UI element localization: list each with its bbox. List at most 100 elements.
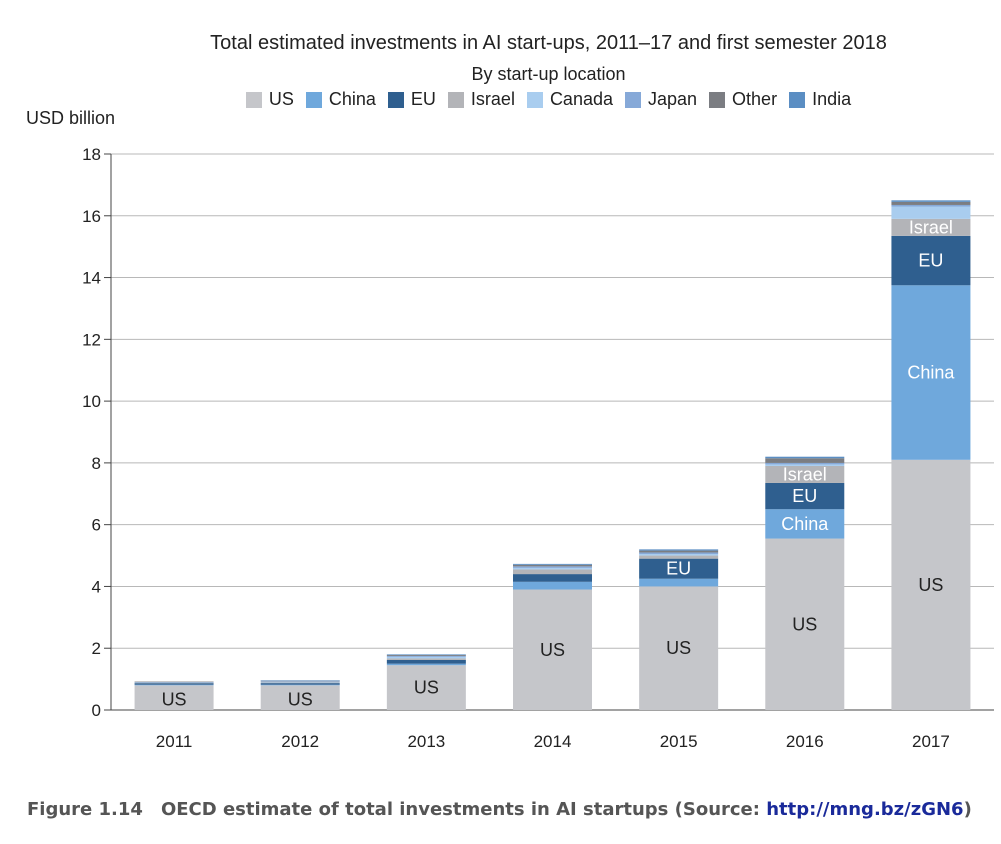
bar-segment-china-2012 <box>260 684 340 686</box>
bar-segment-us-2015 <box>639 586 719 710</box>
bar-segment-us-2017 <box>891 459 971 710</box>
legend-swatch <box>625 91 641 108</box>
y-tick-label: 14 <box>82 269 101 288</box>
segment-label: Israel <box>909 217 953 237</box>
bar-segment-canada-2011 <box>134 682 214 684</box>
legend-label: Japan <box>648 89 698 109</box>
legend-swatch <box>305 91 322 108</box>
bar-segment-other-2014 <box>513 564 592 567</box>
bar-segment-japan-2014 <box>513 566 592 568</box>
bar-segment-us-2012 <box>260 685 340 710</box>
legend: US China EU Israel Canada Japan Other India <box>96 89 1001 110</box>
bar-segment-canada-2013 <box>386 656 466 659</box>
bar-segment-israel-2012 <box>260 682 340 684</box>
bar-segment-us-2016 <box>765 538 845 710</box>
legend-label: EU <box>410 89 436 109</box>
figure-number: Figure 1.14 <box>27 799 143 820</box>
segment-label: China <box>781 514 829 534</box>
bar-segment-israel-2015 <box>639 555 719 559</box>
legend-item-eu: EU <box>387 89 436 110</box>
legend-item-us: US <box>245 89 294 110</box>
y-tick-label: 6 <box>92 516 101 535</box>
bar-segment-canada-2014 <box>513 567 592 570</box>
figure-caption: Figure 1.14 OECD estimate of total invest… <box>27 799 972 820</box>
bar-segment-eu-2013 <box>386 659 466 664</box>
x-tick-label: 2012 <box>281 732 319 751</box>
y-tick-label: 16 <box>82 207 101 226</box>
chart-title: Total estimated investments in AI start-… <box>210 32 887 54</box>
legend-swatch <box>789 91 806 108</box>
legend-item-india: India <box>789 89 851 110</box>
bar-segment-us-2011 <box>134 685 214 710</box>
legend-label: Canada <box>549 89 613 109</box>
bar-segment-israel-2011 <box>134 682 214 684</box>
segment-label: US <box>288 690 313 710</box>
y-axis-label: USD billion <box>26 108 116 128</box>
caption-text: OECD estimate of total investments in AI… <box>160 799 767 820</box>
legend-item-other: Other <box>709 89 777 110</box>
segment-label: US <box>162 690 187 710</box>
bar-segment-japan-2016 <box>765 462 845 465</box>
bar-segment-eu-2012 <box>260 683 340 685</box>
bar-segment-china-2017 <box>891 285 971 460</box>
bar-segment-japan-2017 <box>891 204 971 207</box>
y-tick-label: 4 <box>92 577 101 596</box>
caption-close: ) <box>963 799 972 820</box>
x-tick-label: 2011 <box>156 732 193 751</box>
legend-label: US <box>268 89 294 109</box>
bar-segment-china-2015 <box>639 578 719 587</box>
bar-segment-other-2012 <box>260 680 340 682</box>
bar-segment-eu-2014 <box>513 574 592 582</box>
bar-segment-india-2013 <box>386 654 466 656</box>
bar-segment-israel-2017 <box>891 218 971 236</box>
bar-segment-israel-2014 <box>513 569 592 575</box>
bar-segment-india-2016 <box>765 456 845 459</box>
bar-segment-other-2015 <box>639 550 719 553</box>
x-tick-label: 2015 <box>660 732 698 751</box>
bar-segment-canada-2016 <box>765 464 845 466</box>
legend-swatch <box>526 91 543 108</box>
y-tick-label: 12 <box>82 330 101 349</box>
bar-segment-japan-2011 <box>134 682 214 683</box>
legend-swatch <box>387 91 404 108</box>
bar-segment-japan-2015 <box>639 552 719 555</box>
bar-segment-israel-2016 <box>765 465 845 483</box>
legend-label: Israel <box>470 89 515 109</box>
bar-segment-eu-2011 <box>134 683 214 685</box>
bar-segment-india-2012 <box>260 680 340 681</box>
bar-segment-us-2014 <box>513 589 592 710</box>
bar-segment-china-2016 <box>765 509 845 539</box>
legend-item-canada: Canada <box>526 89 613 110</box>
segment-label: EU <box>792 486 817 506</box>
segment-label: US <box>792 614 817 634</box>
plot-area: 0 2 4 6 8 10 12 14 16 18 2011 2012 2013 2014 2015 2016 2… <box>82 145 994 751</box>
x-tick-label: 2013 <box>407 732 445 751</box>
segment-label: Israel <box>783 464 827 484</box>
bar-segment-eu-2017 <box>891 235 971 286</box>
chart-subtitle: By start-up location <box>471 64 626 84</box>
bar-segment-eu-2016 <box>765 482 845 510</box>
bar-segment-china-2014 <box>513 581 592 590</box>
legend-item-china: China <box>305 89 376 110</box>
bar-segment-japan-2012 <box>260 681 340 682</box>
source-link[interactable]: http://mng.bz/zGN6 <box>766 799 964 820</box>
bar-segment-canada-2012 <box>260 681 340 683</box>
segment-label: China <box>907 363 955 383</box>
bar-segment-israel-2013 <box>386 658 466 660</box>
y-tick-label: 10 <box>82 392 101 411</box>
legend-swatch <box>709 91 726 108</box>
legend-label: Other <box>732 89 778 109</box>
bar-segment-canada-2017 <box>891 206 971 219</box>
bar-segment-other-2016 <box>765 458 845 463</box>
bar-segment-india-2015 <box>639 549 719 551</box>
segment-label: EU <box>666 559 691 579</box>
bar-segment-india-2017 <box>891 200 971 202</box>
bar-segment-other-2017 <box>891 201 971 205</box>
bar-segment-china-2011 <box>134 684 214 686</box>
bar-segment-japan-2013 <box>386 655 466 657</box>
legend-item-israel: Israel <box>447 89 515 110</box>
legend-swatch <box>245 91 262 108</box>
y-tick-label: 2 <box>92 639 101 658</box>
segment-label: US <box>414 678 439 698</box>
legend-item-japan: Japan <box>625 89 697 110</box>
